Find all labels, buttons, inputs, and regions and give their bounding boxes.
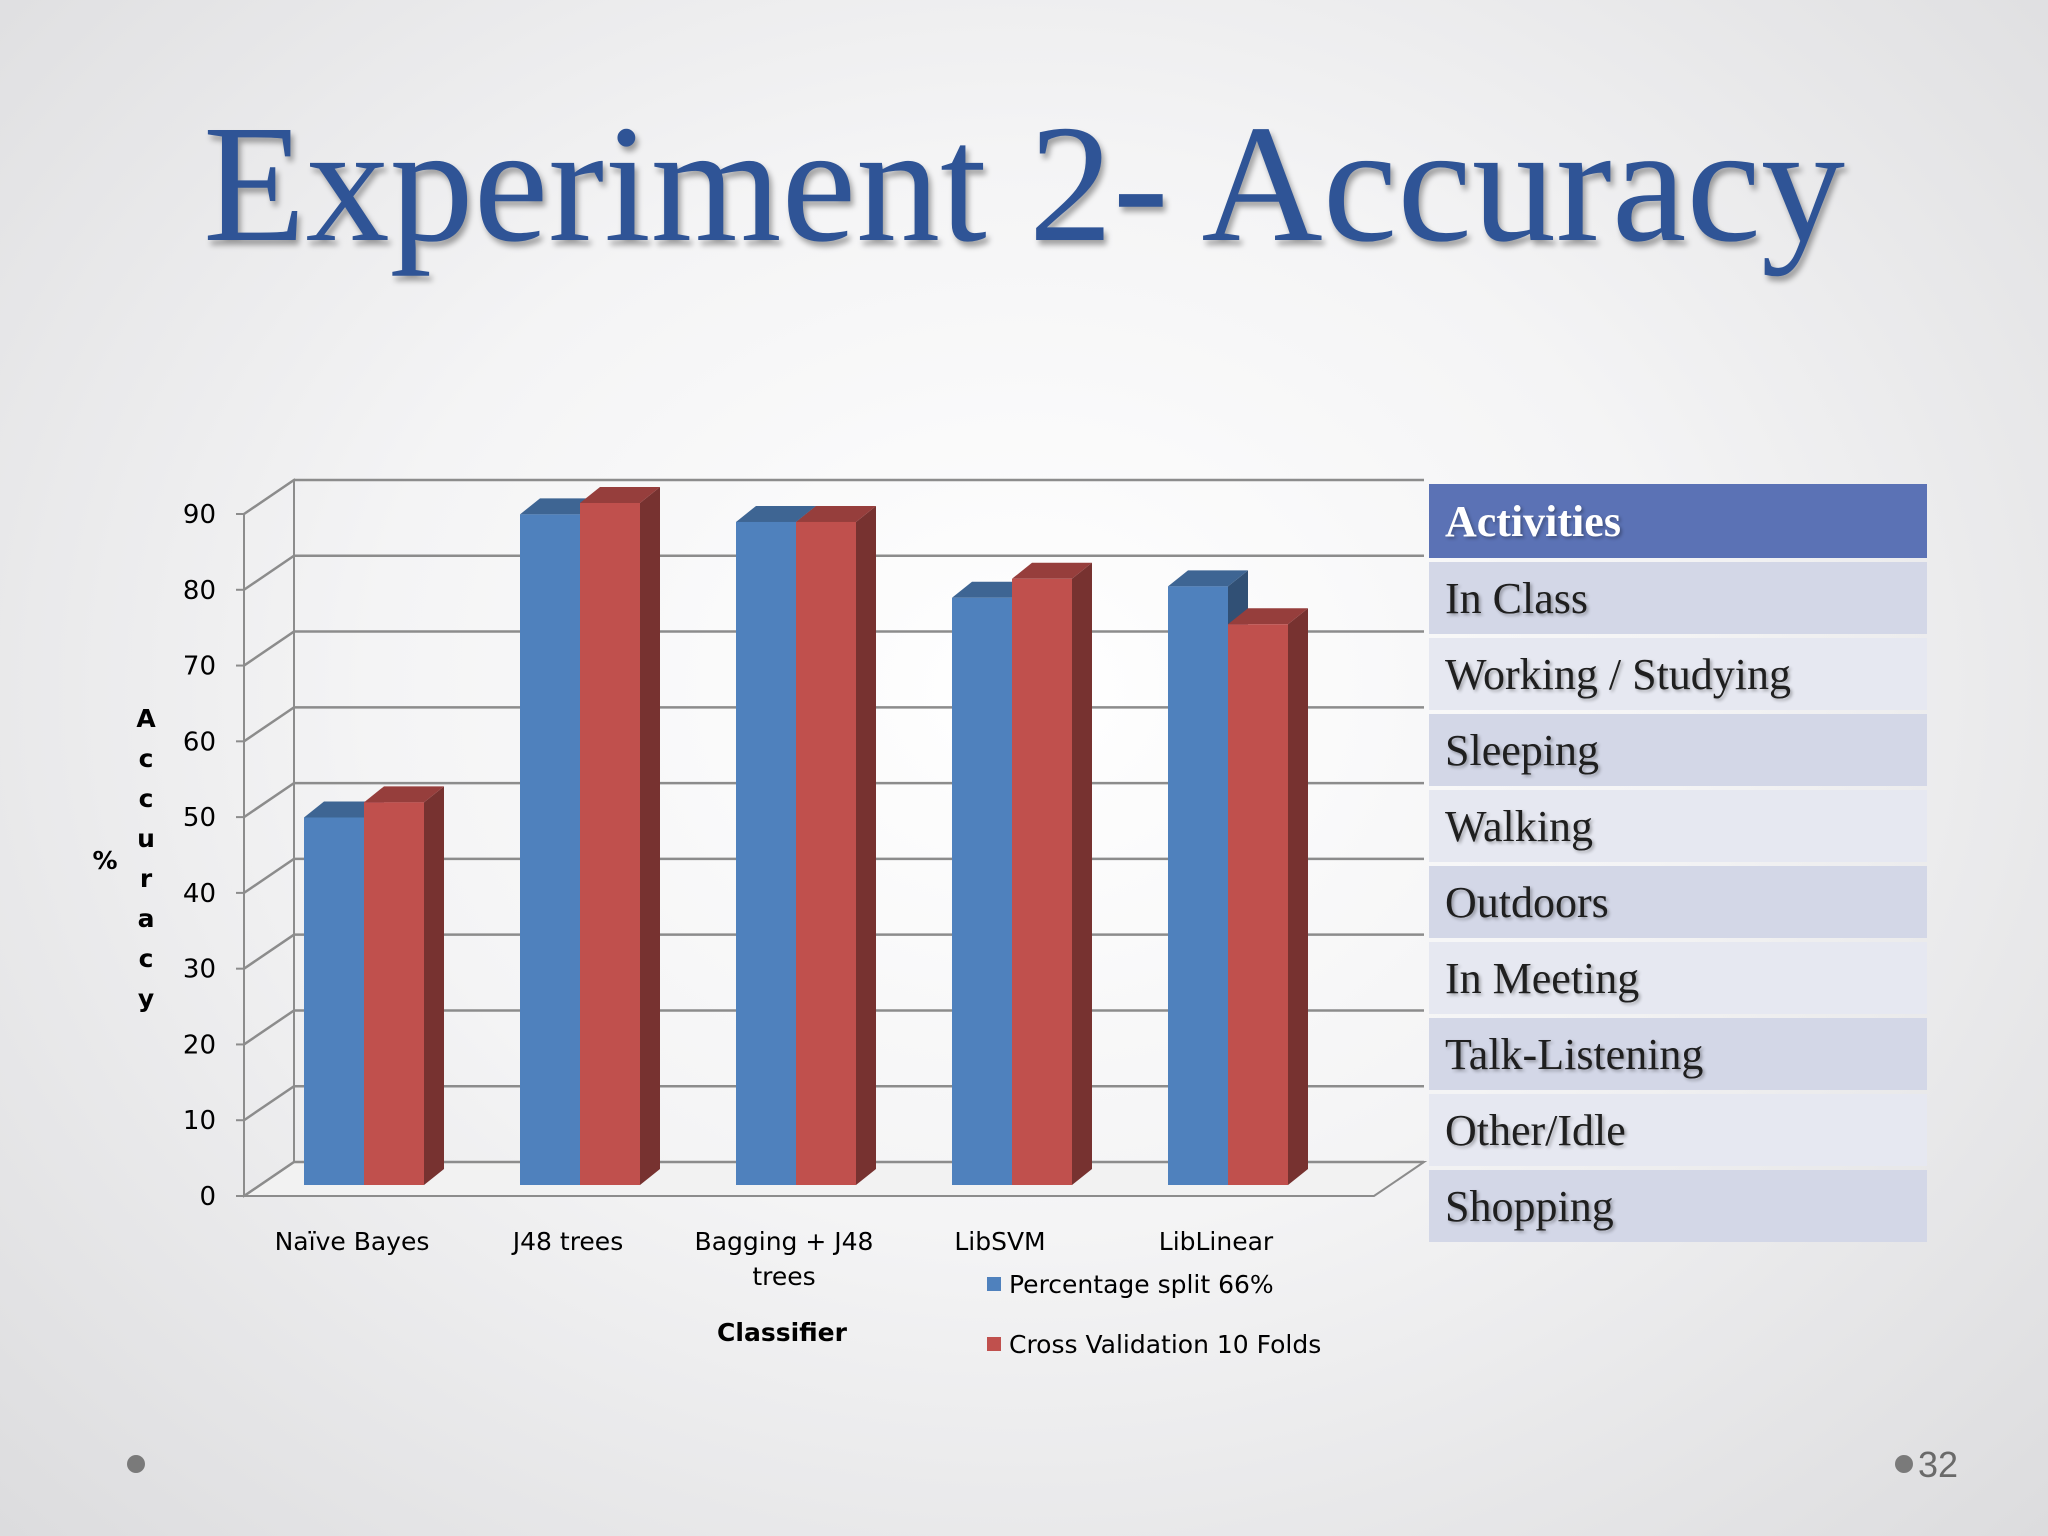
y-tick-label: 0 [199, 1182, 216, 1212]
activity-item: In Class [1429, 562, 1927, 634]
bar [796, 521, 856, 1185]
activity-item: Sleeping [1429, 714, 1927, 786]
y-gridline [243, 478, 1424, 516]
x-tick-label: J48 trees [511, 1227, 623, 1256]
x-tick-label: trees [752, 1262, 815, 1291]
y-tick-label: 90 [183, 500, 216, 530]
x-axis-title: Classifier [717, 1318, 848, 1347]
footer-bullet-left [127, 1455, 145, 1473]
bar-top [364, 786, 444, 803]
y-axis-title-letter: c [139, 944, 154, 973]
bar-top [1012, 562, 1092, 579]
legend-swatch [987, 1337, 1001, 1351]
y-axis-title-letter: A [136, 704, 156, 733]
y-tick-label: 50 [183, 803, 216, 833]
legend-swatch [987, 1277, 1001, 1291]
activity-item: Other/Idle [1429, 1094, 1927, 1166]
legend-label: Percentage split 66% [1009, 1270, 1274, 1299]
bar-top [736, 505, 816, 522]
x-tick-label: Naïve Bayes [275, 1227, 430, 1256]
y-tick-label: 40 [183, 879, 216, 909]
activity-item: In Meeting [1429, 942, 1927, 1014]
y-axis-title-letter: c [139, 784, 154, 813]
y-tick-label: 70 [183, 652, 216, 682]
y-axis-title-letter: y [138, 984, 154, 1013]
footer-bullet-right [1895, 1455, 1913, 1473]
y-tick-label: 30 [183, 955, 216, 985]
legend-label: Cross Validation 10 Folds [1009, 1330, 1321, 1359]
x-tick-label: LibLinear [1159, 1227, 1274, 1256]
bar [1012, 578, 1072, 1185]
y-tick-label: 60 [183, 727, 216, 757]
bar [736, 521, 796, 1185]
bar-side [640, 487, 660, 1185]
y-axis-title-letter: c [139, 744, 154, 773]
activities-header: Activities [1429, 484, 1927, 558]
bar-top [796, 505, 876, 522]
bar-top [1168, 570, 1248, 587]
y-tick-label: 80 [183, 576, 216, 606]
bar [304, 817, 364, 1185]
activities-table: Activities In Class Working / Studying S… [1429, 484, 1927, 1246]
bar [1168, 586, 1228, 1185]
bar [1228, 624, 1288, 1185]
y-axis-title-letter: u [137, 824, 155, 853]
y-tick-label: 10 [183, 1106, 216, 1136]
bar-side [424, 786, 444, 1185]
bar-side [1288, 608, 1308, 1185]
bar-top [1228, 608, 1308, 625]
y-gridline [243, 554, 1424, 591]
y-axis-title-letter: a [138, 904, 155, 933]
bar-top [580, 487, 660, 503]
x-tick-label: LibSVM [954, 1227, 1045, 1256]
bar [580, 503, 640, 1185]
slide-title: Experiment 2- Accuracy [203, 91, 1845, 277]
x-tick-label: Bagging + J48 [695, 1227, 874, 1256]
activity-item: Outdoors [1429, 866, 1927, 938]
activity-item: Shopping [1429, 1170, 1927, 1242]
y-axis-title-prefix: % [92, 846, 117, 875]
bar-side [1072, 562, 1092, 1185]
activity-item: Working / Studying [1429, 638, 1927, 710]
activity-item: Talk-Listening [1429, 1018, 1927, 1090]
chart-side-wall [243, 478, 295, 1198]
y-axis-title-letter: r [140, 864, 153, 893]
bar-side [856, 505, 876, 1185]
bar [952, 597, 1012, 1185]
activity-item: Walking [1429, 790, 1927, 862]
page-number: 32 [1918, 1444, 1959, 1485]
bar [364, 802, 424, 1185]
bar [520, 514, 580, 1185]
y-tick-label: 20 [183, 1030, 216, 1060]
